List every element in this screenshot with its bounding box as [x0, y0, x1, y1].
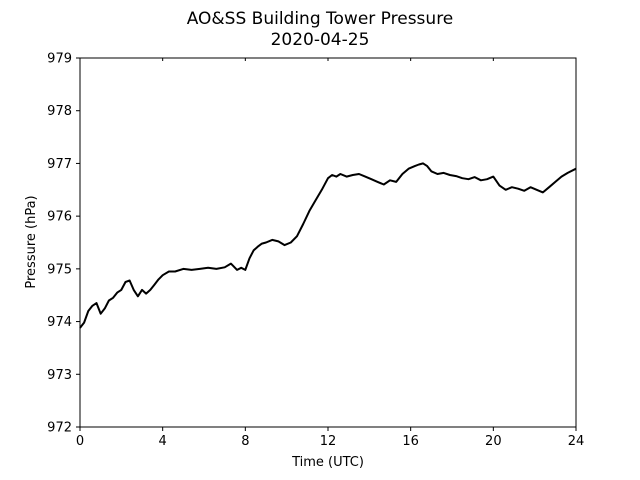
y-axis: 972 973 974 975 976 977 978 979	[47, 52, 80, 436]
plot-frame	[79, 57, 577, 428]
y-tick-label: 973	[47, 368, 72, 383]
y-tick-label: 979	[47, 52, 72, 67]
y-tick-label: 974	[47, 315, 72, 330]
y-tick-label: 977	[47, 157, 72, 172]
x-axis-label: Time (UTC)	[291, 455, 364, 470]
x-tick-label: 16	[402, 434, 419, 449]
chart-subtitle: 2020-04-25	[271, 30, 370, 50]
x-tick-label: 0	[76, 434, 84, 449]
x-tick-label: 8	[241, 434, 249, 449]
y-tick-label: 978	[47, 104, 72, 119]
x-tick-label: 4	[159, 434, 167, 449]
y-axis-label: Pressure (hPa)	[24, 195, 39, 288]
y-tick-label: 976	[47, 210, 72, 225]
chart-title: AO&SS Building Tower Pressure	[187, 9, 454, 29]
x-axis: 0 4 8 12 16 20 24	[76, 58, 584, 449]
y-tick-label: 975	[47, 262, 72, 277]
pressure-series-line	[79, 162, 577, 329]
y-tick-label: 972	[47, 421, 72, 436]
x-tick-label: 20	[485, 434, 502, 449]
x-tick-label: 24	[568, 434, 585, 449]
x-tick-label: 12	[320, 434, 337, 449]
